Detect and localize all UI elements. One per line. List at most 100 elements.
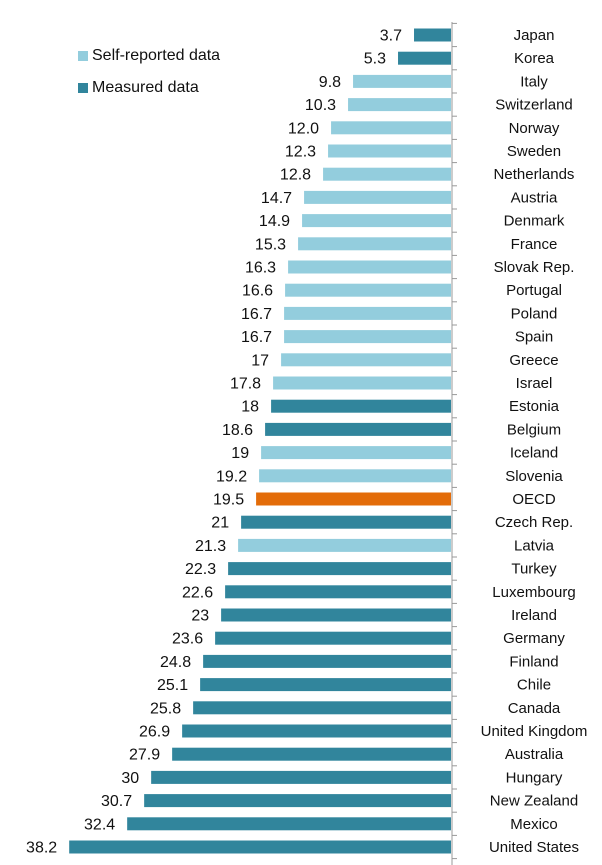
bar-switzerland [348, 98, 451, 112]
legend-item-self-reported: Self-reported data [78, 40, 220, 72]
bar-iceland [261, 446, 451, 460]
value-label-portugal: 16.6 [242, 283, 273, 300]
bar-hungary [151, 770, 451, 784]
bar-sweden [328, 144, 451, 158]
bar-united-kingdom [182, 724, 451, 738]
value-labels-group: 3.7 5.3 9.8 10.3 12.0 12.3 12.8 14.7 14.9 15.3 16.… [26, 28, 402, 857]
axis-ticks-group [452, 22, 457, 860]
value-label-oecd: 19.5 [213, 492, 244, 509]
bar-spain [284, 330, 451, 344]
category-label-greece: Greece [509, 352, 558, 369]
value-label-slovak-rep: 16.3 [245, 260, 276, 277]
value-label-finland: 24.8 [160, 654, 191, 671]
category-label-israel: Israel [516, 375, 553, 392]
value-label-korea: 5.3 [364, 51, 386, 68]
bar-netherlands [323, 167, 451, 181]
category-label-belgium: Belgium [507, 421, 561, 438]
category-label-korea: Korea [514, 50, 555, 67]
value-label-ireland: 23 [191, 608, 209, 625]
bar-norway [331, 121, 451, 135]
category-label-germany: Germany [503, 630, 565, 647]
bar-czech-rep [241, 515, 451, 529]
category-label-poland: Poland [511, 305, 558, 322]
bar-greece [281, 353, 451, 367]
category-label-spain: Spain [515, 329, 553, 346]
value-label-iceland: 19 [231, 445, 249, 462]
category-label-finland: Finland [509, 653, 558, 670]
legend-swatch-measured [78, 83, 88, 93]
value-label-japan: 3.7 [380, 28, 402, 45]
bar-turkey [228, 562, 451, 576]
bar-israel [273, 376, 451, 390]
value-label-mexico: 32.4 [84, 816, 115, 833]
category-label-mexico: Mexico [510, 816, 558, 833]
category-label-denmark: Denmark [504, 213, 565, 230]
value-label-australia: 27.9 [129, 747, 160, 764]
value-label-new-zealand: 30.7 [101, 793, 132, 810]
bar-estonia [271, 399, 451, 413]
legend: Self-reported data Measured data [78, 40, 220, 104]
category-labels-group: Japan Korea Italy Switzerland Norway Sweden Ne… [481, 27, 588, 856]
category-label-estonia: Estonia [509, 398, 560, 415]
value-label-france: 15.3 [255, 236, 286, 253]
value-label-israel: 17.8 [230, 376, 261, 393]
category-label-canada: Canada [508, 700, 561, 717]
category-label-chile: Chile [517, 677, 551, 694]
bar-chile [200, 678, 451, 692]
bar-korea [398, 51, 451, 65]
category-label-united-kingdom: United Kingdom [481, 723, 588, 740]
legend-label-measured: Measured data [92, 79, 199, 96]
legend-swatch-self-reported [78, 51, 88, 61]
bar-finland [203, 654, 451, 668]
legend-item-measured: Measured data [78, 72, 220, 104]
value-label-switzerland: 10.3 [305, 97, 336, 114]
category-label-sweden: Sweden [507, 143, 561, 160]
value-label-germany: 23.6 [172, 631, 203, 648]
value-label-slovenia: 19.2 [216, 468, 247, 485]
bar-australia [172, 747, 451, 761]
bar-italy [353, 74, 451, 88]
category-label-netherlands: Netherlands [494, 166, 575, 183]
category-label-austria: Austria [511, 189, 558, 206]
category-label-norway: Norway [509, 120, 560, 137]
bar-slovak-rep [288, 260, 451, 274]
category-label-oecd: OECD [512, 491, 556, 508]
bar-latvia [238, 538, 451, 552]
bar-mexico [127, 817, 452, 831]
value-label-chile: 25.1 [157, 677, 188, 694]
value-label-poland: 16.7 [241, 306, 272, 323]
category-label-hungary: Hungary [506, 769, 563, 786]
category-label-luxembourg: Luxembourg [492, 584, 575, 601]
category-label-latvia: Latvia [514, 537, 555, 554]
value-label-turkey: 22.3 [185, 561, 216, 578]
category-label-turkey: Turkey [511, 561, 557, 578]
category-label-japan: Japan [514, 27, 555, 44]
bar-denmark [302, 214, 451, 228]
value-label-canada: 25.8 [150, 700, 181, 717]
category-label-slovenia: Slovenia [505, 468, 563, 485]
bars-group [69, 28, 452, 854]
bar-united-states [69, 840, 451, 854]
bar-portugal [285, 283, 451, 297]
value-label-greece: 17 [251, 352, 269, 369]
bar-france [298, 237, 451, 251]
category-label-switzerland: Switzerland [495, 97, 573, 114]
value-label-spain: 16.7 [241, 329, 272, 346]
value-label-denmark: 14.9 [259, 213, 290, 230]
category-label-ireland: Ireland [511, 607, 557, 624]
category-label-australia: Australia [505, 746, 564, 763]
bar-oecd [256, 492, 451, 506]
category-label-france: France [511, 236, 558, 253]
bar-new-zealand [144, 794, 451, 808]
category-label-czech-rep: Czech Rep. [495, 514, 573, 531]
bar-japan [414, 28, 451, 42]
bar-luxembourg [225, 585, 451, 599]
category-label-slovak-rep: Slovak Rep. [494, 259, 575, 276]
bar-poland [284, 306, 451, 320]
value-label-italy: 9.8 [319, 74, 341, 91]
bar-slovenia [259, 469, 451, 483]
value-label-netherlands: 12.8 [280, 167, 311, 184]
value-label-united-kingdom: 26.9 [139, 724, 170, 741]
value-label-belgium: 18.6 [222, 422, 253, 439]
